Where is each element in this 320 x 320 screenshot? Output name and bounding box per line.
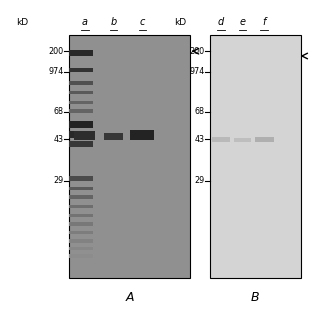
Text: 43: 43 [195,135,205,144]
Bar [69,205,93,208]
Text: 200: 200 [49,47,64,56]
Bar [131,130,155,140]
Bar [69,187,93,190]
Bar [69,214,93,217]
Bar [69,222,93,226]
Text: b: b [110,17,117,27]
Bar [69,247,93,250]
Bar [69,239,93,243]
Bar [255,137,274,142]
Bar [69,176,93,181]
Text: c: c [140,17,145,27]
Bar [69,91,93,94]
Text: kD: kD [174,18,187,27]
Bar [234,138,252,142]
Text: e: e [240,17,245,27]
Bar [69,101,93,104]
Text: 974: 974 [49,68,64,76]
Bar [69,254,93,258]
Text: 29: 29 [54,176,64,185]
Text: kD: kD [16,18,28,27]
Bar [69,195,93,199]
Text: A: A [125,291,134,304]
Bar [104,133,123,140]
Bar [69,141,93,147]
Bar [69,81,93,85]
Bar [69,50,93,56]
Text: 200: 200 [190,47,205,56]
Text: 68: 68 [54,108,64,116]
Bar [212,137,230,142]
Text: a: a [82,17,88,27]
Bar [210,35,301,278]
Text: 68: 68 [195,108,205,116]
Bar [69,131,93,138]
Bar [75,131,95,140]
Text: f: f [263,17,266,27]
Text: d: d [218,17,224,27]
Text: 974: 974 [189,68,205,76]
Text: 43: 43 [54,135,64,144]
Text: 29: 29 [195,176,205,185]
Bar [69,35,190,278]
Bar [69,231,93,234]
Bar [69,121,93,128]
Bar [69,109,93,113]
Text: B: B [251,291,260,304]
Bar [69,68,93,72]
